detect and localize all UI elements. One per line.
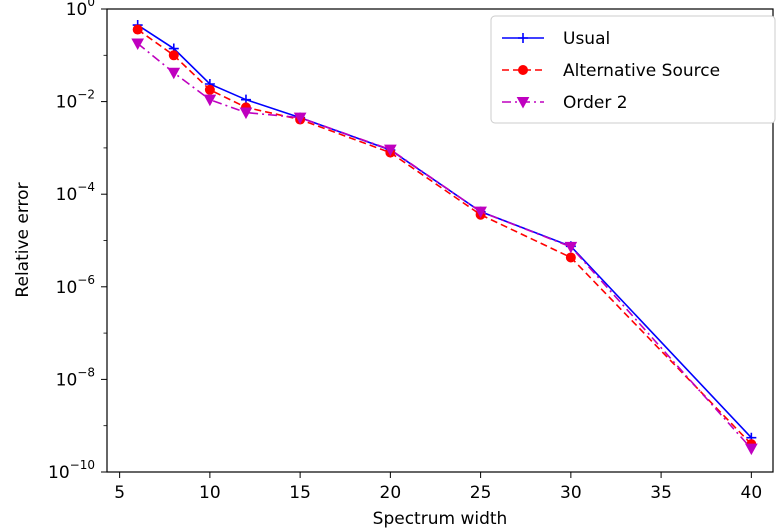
y-tick-exponent: −2 [77, 88, 95, 102]
y-tick-label: 10−2 [56, 88, 95, 113]
legend-item: Usual [502, 29, 610, 49]
x-tick-label: 35 [650, 483, 672, 503]
data-point [564, 241, 578, 254]
y-tick-label: 10−8 [56, 365, 95, 390]
x-tick-label: 20 [380, 483, 402, 503]
y-tick-exponent: −4 [77, 180, 95, 194]
x-tick-label: 25 [470, 483, 492, 503]
data-point [384, 144, 397, 157]
legend-item: Alternative Source [502, 61, 720, 81]
data-point [516, 97, 530, 109]
y-tick-label: 10−4 [56, 180, 95, 205]
data-point [293, 112, 307, 125]
legend-label: Usual [563, 29, 610, 49]
data-point [132, 24, 143, 35]
series-order-2 [131, 38, 758, 456]
x-tick-label: 15 [289, 483, 311, 503]
x-tick-label: 5 [114, 483, 125, 503]
y-tick-base: 10 [56, 185, 78, 205]
y-tick-base: 10 [66, 0, 88, 20]
legend-item: Order 2 [502, 93, 628, 113]
y-tick-label: 10−10 [48, 458, 95, 483]
legend-label: Order 2 [563, 93, 628, 113]
y-tick-base: 10 [48, 463, 70, 483]
data-point [474, 206, 487, 219]
data-point [203, 94, 217, 107]
y-tick-base: 10 [56, 93, 78, 113]
y-tick-base: 10 [56, 278, 78, 298]
y-tick-exponent: −8 [77, 365, 95, 379]
y-tick-label: 100 [66, 0, 95, 20]
data-point [204, 84, 215, 95]
data-point [167, 67, 181, 80]
y-tick-exponent: 0 [87, 0, 95, 9]
legend-label: Alternative Source [563, 61, 720, 81]
y-tick-exponent: −10 [70, 458, 95, 472]
data-point [131, 38, 145, 51]
legend-frame [490, 15, 776, 124]
data-point [518, 65, 528, 75]
y-tick-exponent: −6 [77, 273, 95, 287]
y-axis-label: Relative error [13, 182, 33, 297]
data-point [239, 107, 253, 120]
data-point [744, 443, 758, 456]
y-tick-base: 10 [56, 370, 78, 390]
x-tick-label: 30 [560, 483, 582, 503]
y-tick-label: 10−6 [56, 273, 95, 298]
x-tick-label: 40 [741, 483, 763, 503]
data-point [565, 252, 576, 263]
legend: Usual Alternative Source Order 2 [490, 15, 776, 124]
data-point [518, 33, 528, 43]
data-point [168, 50, 179, 61]
x-axis-label: Spectrum width [373, 509, 508, 529]
x-tick-label: 10 [199, 483, 221, 503]
